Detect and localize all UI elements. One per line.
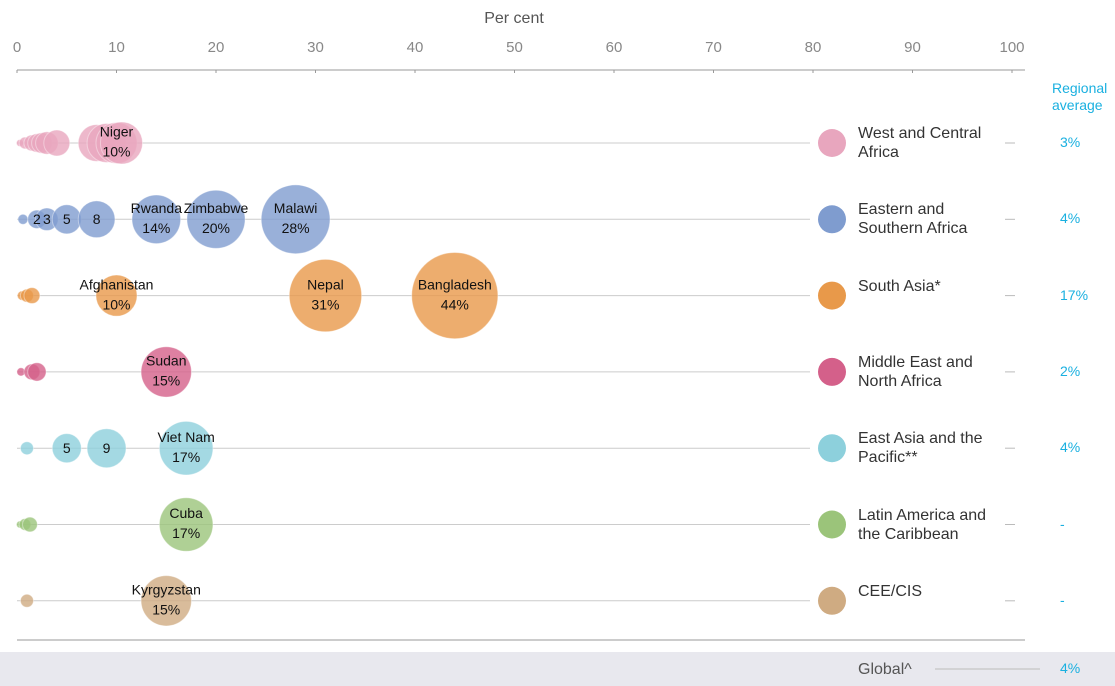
average-title: Regional average bbox=[1052, 80, 1108, 113]
bubble-name: Nepal bbox=[307, 276, 344, 292]
bubble-name: Niger bbox=[100, 124, 134, 140]
bubble-name: Bangladesh bbox=[418, 276, 492, 292]
regional-average: 2% bbox=[1060, 362, 1081, 379]
bubble bbox=[186, 189, 246, 249]
bubble-value-label: 17% bbox=[172, 449, 200, 465]
bubble bbox=[22, 516, 38, 533]
bubble-value-label: 20% bbox=[202, 220, 230, 236]
bubble-value-label: 10% bbox=[102, 296, 130, 312]
bubble-value-label: 9 bbox=[103, 440, 111, 456]
regional-average: 4% bbox=[1060, 439, 1081, 456]
x-tick-label: 40 bbox=[407, 39, 424, 56]
x-tick-label: 30 bbox=[307, 39, 324, 56]
bubble bbox=[43, 129, 71, 157]
bubble-value-label: 8 bbox=[93, 211, 101, 227]
bubble bbox=[411, 251, 499, 340]
legend-label: East Asia and the Pacific** bbox=[858, 430, 983, 467]
bubble bbox=[158, 497, 214, 552]
legend-swatch bbox=[818, 357, 846, 386]
bubble-value-label: 5 bbox=[63, 211, 71, 227]
x-tick-label: 80 bbox=[805, 39, 822, 56]
regional-average: 4% bbox=[1060, 210, 1081, 227]
x-tick-label: 60 bbox=[606, 39, 623, 56]
bubble bbox=[140, 346, 192, 398]
bubble-value-label: 17% bbox=[172, 525, 200, 541]
legend-swatch bbox=[818, 205, 846, 234]
bubble bbox=[158, 420, 214, 476]
legend-swatch bbox=[818, 434, 846, 463]
legend-label: Middle East and North Africa bbox=[858, 353, 973, 390]
bubble-value-label: 10% bbox=[102, 144, 130, 160]
bubble bbox=[77, 200, 116, 239]
bubble-value-label: 14% bbox=[142, 220, 170, 236]
global-average: 4% bbox=[1060, 660, 1081, 676]
bubble bbox=[19, 441, 34, 456]
bubble bbox=[260, 184, 331, 255]
bubble-value-label: 3 bbox=[43, 211, 51, 227]
bubble-name: Cuba bbox=[169, 505, 203, 521]
legend-swatch bbox=[818, 510, 846, 539]
bubble-value-label: 44% bbox=[441, 296, 469, 312]
bubble-name: Afghanistan bbox=[80, 276, 154, 292]
bubble-name: Zimbabwe bbox=[184, 200, 249, 216]
bubble-name: Rwanda bbox=[131, 200, 183, 216]
legend-label: CEE/CIS bbox=[858, 582, 923, 600]
bubble-value-label: 2 bbox=[33, 211, 41, 227]
regional-average: - bbox=[1060, 515, 1065, 532]
regional-average: 3% bbox=[1060, 134, 1081, 150]
bubble bbox=[51, 433, 82, 464]
legend-label: Latin America and the Caribbean bbox=[858, 506, 987, 543]
regional-average: 17% bbox=[1060, 286, 1089, 303]
bubble-name: Viet Nam bbox=[157, 429, 214, 445]
bubble bbox=[27, 362, 47, 382]
legend-label: West and Central Africa bbox=[858, 125, 982, 161]
legend-swatch bbox=[818, 281, 846, 310]
global-label: Global^ bbox=[858, 661, 912, 678]
bubble-name: Sudan bbox=[146, 353, 186, 369]
bubble bbox=[17, 213, 29, 225]
x-tick-label: 10 bbox=[108, 39, 125, 56]
legend-label: Eastern and Southern Africa bbox=[858, 201, 968, 238]
x-tick-label: 20 bbox=[208, 39, 225, 56]
global-band bbox=[0, 652, 1115, 686]
legend-swatch bbox=[818, 586, 846, 615]
x-axis-label: Per cent bbox=[484, 10, 544, 27]
x-tick-label: 90 bbox=[904, 39, 921, 56]
x-tick-label: 50 bbox=[506, 39, 523, 56]
legend-label: South Asia* bbox=[858, 277, 941, 295]
bubble bbox=[19, 593, 34, 608]
bubble bbox=[140, 575, 192, 627]
bubble-value-label: 15% bbox=[152, 602, 180, 618]
bubble-name: Kyrgyzstan bbox=[132, 582, 201, 598]
bubble bbox=[86, 428, 127, 469]
bubble bbox=[131, 194, 182, 245]
x-tick-label: 70 bbox=[705, 39, 722, 56]
bubble bbox=[23, 287, 41, 305]
bubble-value-label: 28% bbox=[282, 220, 310, 236]
x-tick-label: 100 bbox=[999, 39, 1024, 56]
legend-swatch bbox=[818, 129, 846, 157]
bubble bbox=[288, 258, 363, 333]
bubble bbox=[95, 274, 138, 317]
bubble bbox=[99, 121, 144, 165]
bubble-name: Malawi bbox=[274, 200, 318, 216]
regional-average: - bbox=[1060, 591, 1065, 608]
x-tick-label: 0 bbox=[13, 39, 21, 56]
bubble-value-label: 31% bbox=[311, 296, 339, 312]
bubble-value-label: 5 bbox=[63, 440, 71, 456]
bubble-value-label: 15% bbox=[152, 373, 180, 389]
